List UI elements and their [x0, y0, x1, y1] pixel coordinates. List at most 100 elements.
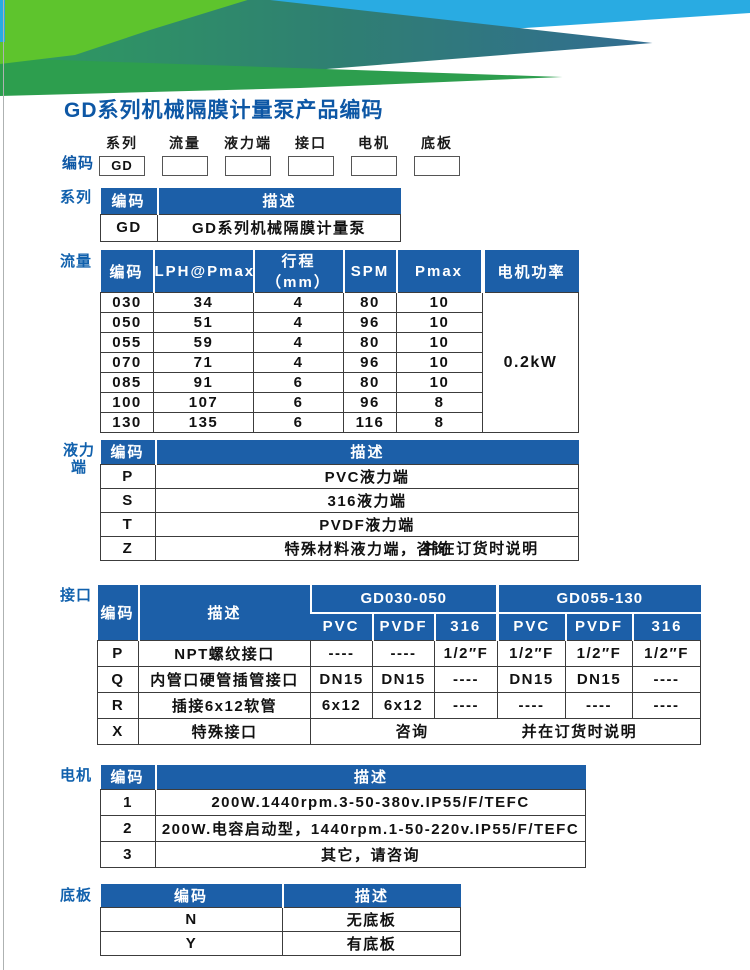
- hydraulic-header-row: 编码 描述: [100, 440, 579, 464]
- table-row: 130 135 6 116 8: [100, 412, 579, 433]
- table-row: Q 内管口硬管插管接口 DN15 DN15 ---- DN15 DN15 ---…: [97, 665, 702, 693]
- cell: 135: [153, 412, 254, 433]
- left-edge-cyan-strip: [0, 0, 5, 42]
- cell: 130: [100, 412, 154, 433]
- table-row: 100 107 6 96 8: [100, 392, 579, 413]
- table-row: 085 91 6 80 10: [100, 372, 579, 393]
- cell: 91: [153, 372, 254, 393]
- table-row: 055 59 4 80 10: [100, 332, 579, 353]
- hydraulic-end-table: 编码 描述 P PVC液力端 S 316液力端 T PVDF液力端 Z 特殊材料…: [100, 440, 579, 561]
- coding-fields: 系列 GD 流量 液力端 接口 电机 底板: [99, 133, 460, 176]
- cell: 070: [100, 352, 154, 373]
- coding-field-box: [162, 156, 208, 176]
- cell: 4: [253, 312, 344, 333]
- table-row: Z 特殊材料液力端，咨询 并在订货时说明: [100, 535, 579, 561]
- cell-code: 2: [100, 814, 156, 842]
- motor-power-merged-cell: 0.2kW: [482, 292, 579, 433]
- base-header-row: 编码 描述: [100, 884, 461, 907]
- cell: DN15: [497, 665, 566, 693]
- interface-table: 编码 描述 GD030-050 GD055-130 PVC PVDF 316 P…: [97, 585, 702, 745]
- cell: ----: [434, 665, 498, 693]
- special-right-text: 并在订货时说明: [423, 540, 539, 558]
- cell: ----: [310, 639, 373, 667]
- cell-desc-split: 特殊材料液力端，咨询 并在订货时说明: [155, 535, 579, 561]
- col-header-code: 编码: [100, 440, 156, 464]
- motor-table: 编码 描述 1 200W.1440rpm.3-50-380v.IP55/F/TE…: [100, 765, 586, 868]
- cell-code: Y: [100, 930, 283, 956]
- special-left-text: 咨询: [395, 723, 429, 741]
- flow-table: 编码 LPH@Pmax 行程（mm） SPM Pmax 电机功率 030 34 …: [100, 250, 579, 433]
- cell: 10: [396, 372, 483, 393]
- cell: 030: [100, 292, 154, 313]
- table-row: 3 其它，请咨询: [100, 840, 586, 868]
- cell: DN15: [372, 665, 435, 693]
- cell: 10: [396, 332, 483, 353]
- base-plate-table: 编码 描述 N 无底板 Y 有底板: [100, 884, 461, 956]
- series-desc: GD系列机械隔膜计量泵: [157, 213, 401, 242]
- cell: 1/2″F: [631, 639, 702, 667]
- table-row: 2 200W.电容启动型，1440rpm.1-50-220v.IP55/F/TE…: [100, 814, 586, 842]
- cell-desc: 内管口硬管插管接口: [138, 665, 311, 693]
- coding-field-label: 接口: [295, 135, 327, 151]
- cell: ----: [631, 691, 702, 719]
- series-side-label: 系列: [60, 189, 93, 206]
- group-header-gd030-050: GD030-050: [309, 585, 498, 613]
- coding-field-series: 系列 GD: [99, 133, 145, 176]
- cell: 100: [100, 392, 154, 413]
- cell: 10: [396, 352, 483, 373]
- subcol-header-pvdf: PVDF: [371, 612, 435, 640]
- cell: 96: [343, 392, 397, 413]
- cell-desc: 无底板: [282, 906, 461, 932]
- interface-group-header-row: 编码 描述 GD030-050 GD055-130: [97, 585, 701, 640]
- cell: 71: [153, 352, 254, 373]
- series-table: 编码 描述 GD GD系列机械隔膜计量泵: [100, 188, 401, 242]
- cell-desc: NPT螺纹接口: [138, 639, 311, 667]
- cell-desc: 200W.1440rpm.3-50-380v.IP55/F/TEFC: [155, 788, 586, 816]
- cell: 10: [396, 292, 483, 313]
- coding-field-label: 液力端: [224, 135, 272, 151]
- cell-code: X: [97, 717, 139, 745]
- cell: 6x12: [310, 691, 373, 719]
- coding-field-box: [288, 156, 334, 176]
- col-header-pmax: Pmax: [395, 250, 483, 293]
- special-left-text: 特殊材料液力端，咨询: [284, 540, 450, 558]
- cell-code: R: [97, 691, 139, 719]
- cell: 4: [253, 332, 344, 353]
- cell: 8: [396, 392, 483, 413]
- cell-code: T: [100, 511, 156, 537]
- decorative-header-band: [0, 0, 750, 100]
- cell: 107: [153, 392, 254, 413]
- interface-side-label: 接口: [60, 587, 93, 604]
- base-plate-side-label: 底板: [60, 887, 93, 904]
- table-row: P PVC液力端: [100, 463, 579, 489]
- cell-code: P: [97, 639, 139, 667]
- subcol-header-pvc: PVC: [310, 612, 373, 640]
- hydraulic-side-label-line2: 端: [70, 459, 87, 476]
- cell-desc: PVDF液力端: [155, 511, 579, 537]
- cell: 34: [153, 292, 254, 313]
- subcol-header-pvdf: PVDF: [564, 612, 633, 640]
- table-row: P NPT螺纹接口 ---- ---- 1/2″F 1/2″F 1/2″F 1/…: [97, 639, 702, 667]
- cell-desc: 316液力端: [155, 487, 579, 513]
- cell: 050: [100, 312, 154, 333]
- cell-desc: 其它，请咨询: [155, 840, 586, 868]
- coding-field-box: [225, 156, 271, 176]
- flow-side-label: 流量: [60, 253, 93, 270]
- cell: 4: [253, 292, 344, 313]
- col-header-desc: 描述: [154, 765, 586, 789]
- cell-consult-split: 咨询 并在订货时说明: [309, 717, 702, 745]
- cell-desc: 200W.电容启动型，1440rpm.1-50-220v.IP55/F/TEFC: [155, 814, 586, 842]
- cell: ----: [631, 665, 702, 693]
- hydraulic-side-label: 液力 端: [60, 442, 98, 476]
- special-right-text: 并在订货时说明: [521, 723, 638, 741]
- series-header-row: 编码 描述: [100, 188, 401, 214]
- cell-desc: PVC液力端: [155, 463, 579, 489]
- table-row: S 316液力端: [100, 487, 579, 513]
- table-row: X 特殊接口 咨询 并在订货时说明: [97, 717, 702, 745]
- col-header-code: 编码: [100, 765, 156, 789]
- table-row: GD GD系列机械隔膜计量泵: [100, 213, 401, 242]
- subcol-header-pvc: PVC: [496, 612, 566, 640]
- cell: 8: [396, 412, 483, 433]
- cell: 6x12: [372, 691, 435, 719]
- coding-field-flow: 流量: [162, 133, 208, 176]
